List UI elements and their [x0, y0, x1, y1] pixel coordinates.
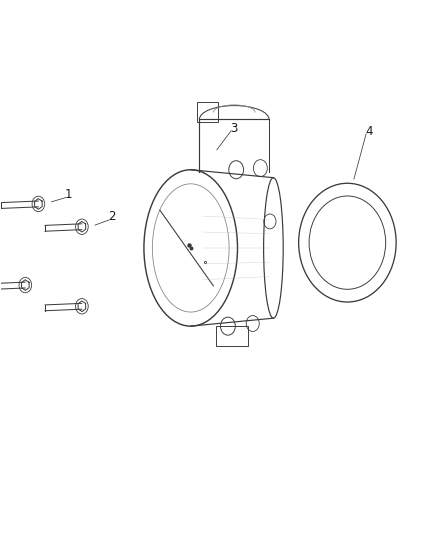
Bar — [215, 326, 248, 346]
Text: 4: 4 — [365, 125, 373, 138]
Text: 1: 1 — [65, 189, 73, 201]
Text: 3: 3 — [230, 122, 238, 135]
Text: 2: 2 — [109, 209, 116, 223]
Bar — [197, 102, 218, 122]
